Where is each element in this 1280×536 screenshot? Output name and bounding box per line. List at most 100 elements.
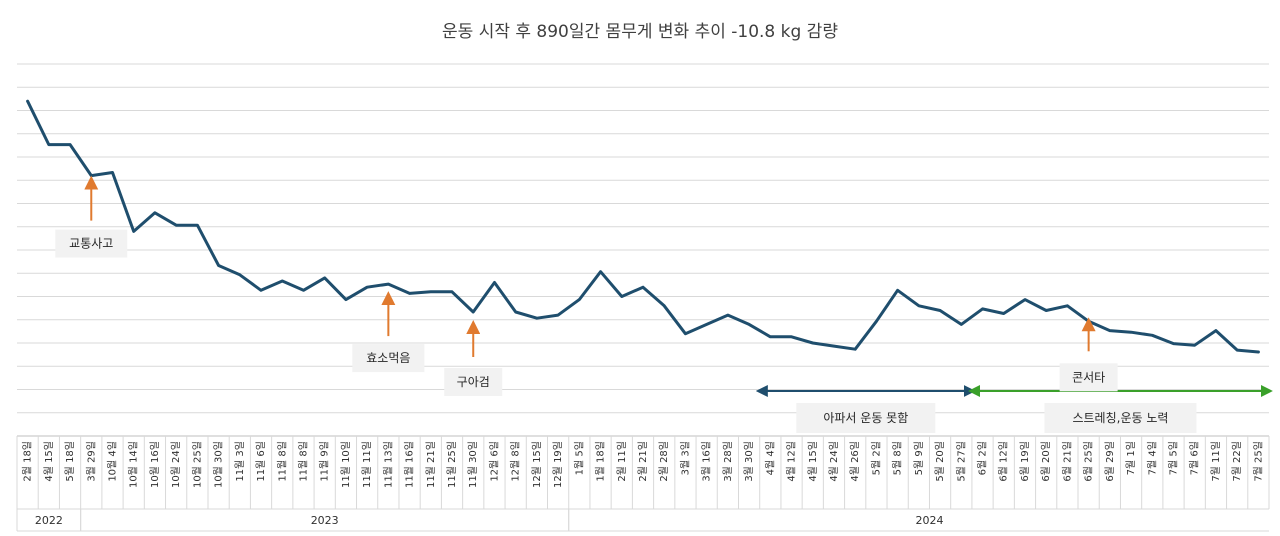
data-point <box>302 289 305 292</box>
x-tick-label: 3월 28일 <box>722 441 734 482</box>
data-point <box>281 279 284 283</box>
x-tick-label: 3월 30일 <box>743 441 755 482</box>
data-point <box>1214 329 1218 332</box>
data-point <box>493 281 496 284</box>
data-point <box>259 289 263 292</box>
data-point <box>344 298 348 301</box>
data-point <box>1023 298 1027 301</box>
range-label: 스트레칭,운동 노력 <box>1072 411 1168 425</box>
x-tick-label: 11월 13일 <box>382 441 394 488</box>
annotation-label: 교통사고 <box>69 237 113 251</box>
x-tick-label: 7월 22일 <box>1231 441 1243 482</box>
x-tick-label: 11월 8일 <box>276 441 288 482</box>
x-tick-label: 4월 15일 <box>43 441 55 482</box>
x-tick-label: 11월 6일 <box>255 441 267 482</box>
chart-title: 운동 시작 후 890일간 몸무게 변화 추이 -10.8 kg 감량 <box>442 22 838 42</box>
range-label-box <box>1044 403 1197 433</box>
data-point <box>90 174 93 177</box>
x-tick-label: 2월 21일 <box>637 441 649 482</box>
x-axis: 2월 18일 4월 15일 5월 18일 3월 29일 10월 4일 10월 14일 10월… <box>16 435 1270 532</box>
x-tick-label: 6월 21일 <box>1061 441 1073 482</box>
data-point <box>514 310 517 314</box>
data-point <box>726 313 730 317</box>
data-point <box>811 341 814 345</box>
x-tick-label: 12월 19일 <box>552 441 564 488</box>
x-tick-label: 7월 4일 <box>1146 441 1158 475</box>
data-point <box>747 323 751 326</box>
x-tick-label: 6월 29일 <box>1104 441 1116 482</box>
data-point <box>196 224 199 227</box>
data-point <box>408 292 411 295</box>
data-point <box>896 289 899 292</box>
x-tick-label: 4월 24일 <box>828 441 840 482</box>
data-point <box>663 304 666 307</box>
data-point <box>599 270 602 273</box>
data-point <box>472 310 475 314</box>
x-tick-label: 4월 26일 <box>849 441 861 482</box>
x-tick-label: 7월 25일 <box>1252 441 1264 482</box>
data-point <box>641 286 645 289</box>
x-tick-label: 11월 16일 <box>404 441 416 488</box>
x-tick-label: 3월 3일 <box>679 441 691 475</box>
data-point <box>875 320 878 323</box>
x-tick-label: 6월 20일 <box>1040 441 1052 482</box>
data-point <box>769 335 772 338</box>
data-point <box>1108 329 1112 332</box>
data-point <box>1172 342 1175 345</box>
x-tick-label: 12월 8일 <box>510 441 522 482</box>
annotation-box <box>444 368 503 396</box>
data-point <box>938 309 942 312</box>
gridlines <box>17 63 1269 437</box>
data-point <box>960 323 963 326</box>
annotation-box <box>1059 363 1118 392</box>
data-point <box>111 171 114 174</box>
data-point <box>450 290 454 294</box>
x-tick-label: 11월 9일 <box>319 441 331 482</box>
year-label: 2022 <box>35 514 63 527</box>
x-tick-label: 11월 11일 <box>361 441 373 488</box>
data-point <box>132 230 135 233</box>
x-tick-label: 5월 18일 <box>64 441 76 482</box>
x-tick-label: 7월 1일 <box>1125 441 1137 475</box>
annotation-box <box>55 229 128 258</box>
data-point <box>1129 330 1133 334</box>
data-point <box>1002 312 1005 315</box>
data-point <box>1087 320 1090 323</box>
data-point <box>323 276 326 280</box>
x-tick-label: 11월 3일 <box>234 441 246 482</box>
x-tick-label: 11월 25일 <box>446 441 458 488</box>
data-point <box>535 317 539 320</box>
x-tick-label: 11월 8일 <box>297 441 309 482</box>
x-tick-label: 7월 6일 <box>1189 441 1201 475</box>
data-point <box>578 298 581 301</box>
x-tick-label: 10월 30일 <box>213 441 225 488</box>
data-point <box>854 348 857 351</box>
data-point <box>620 295 623 298</box>
x-tick-label: 12월 6일 <box>488 441 500 482</box>
x-tick-label: 4월 12일 <box>786 441 798 482</box>
data-point <box>917 304 921 307</box>
x-tick-label: 5월 2일 <box>870 441 882 475</box>
x-tick-label: 6월 2일 <box>977 441 989 475</box>
x-tick-label: 1월 18일 <box>595 441 607 482</box>
data-point <box>153 211 157 214</box>
data-point <box>705 323 708 326</box>
x-tick-label: 11월 10일 <box>340 441 352 488</box>
data-point <box>981 307 984 311</box>
year-label: 2024 <box>915 514 943 527</box>
x-tick-label: 7월 11일 <box>1210 441 1222 482</box>
data-point <box>26 100 29 103</box>
data-point <box>684 332 687 335</box>
x-tick-label: 4월 15일 <box>807 441 819 482</box>
x-tick-label: 3월 29일 <box>85 441 97 482</box>
annotation-label: 효소먹음 <box>366 351 410 365</box>
annotation-box <box>352 344 425 373</box>
data-point <box>556 313 560 317</box>
data-point <box>1066 304 1069 307</box>
x-tick-label: 3월 16일 <box>701 441 713 482</box>
x-tick-label: 11월 21일 <box>425 441 437 488</box>
data-point <box>174 224 178 227</box>
data-point <box>429 290 432 294</box>
